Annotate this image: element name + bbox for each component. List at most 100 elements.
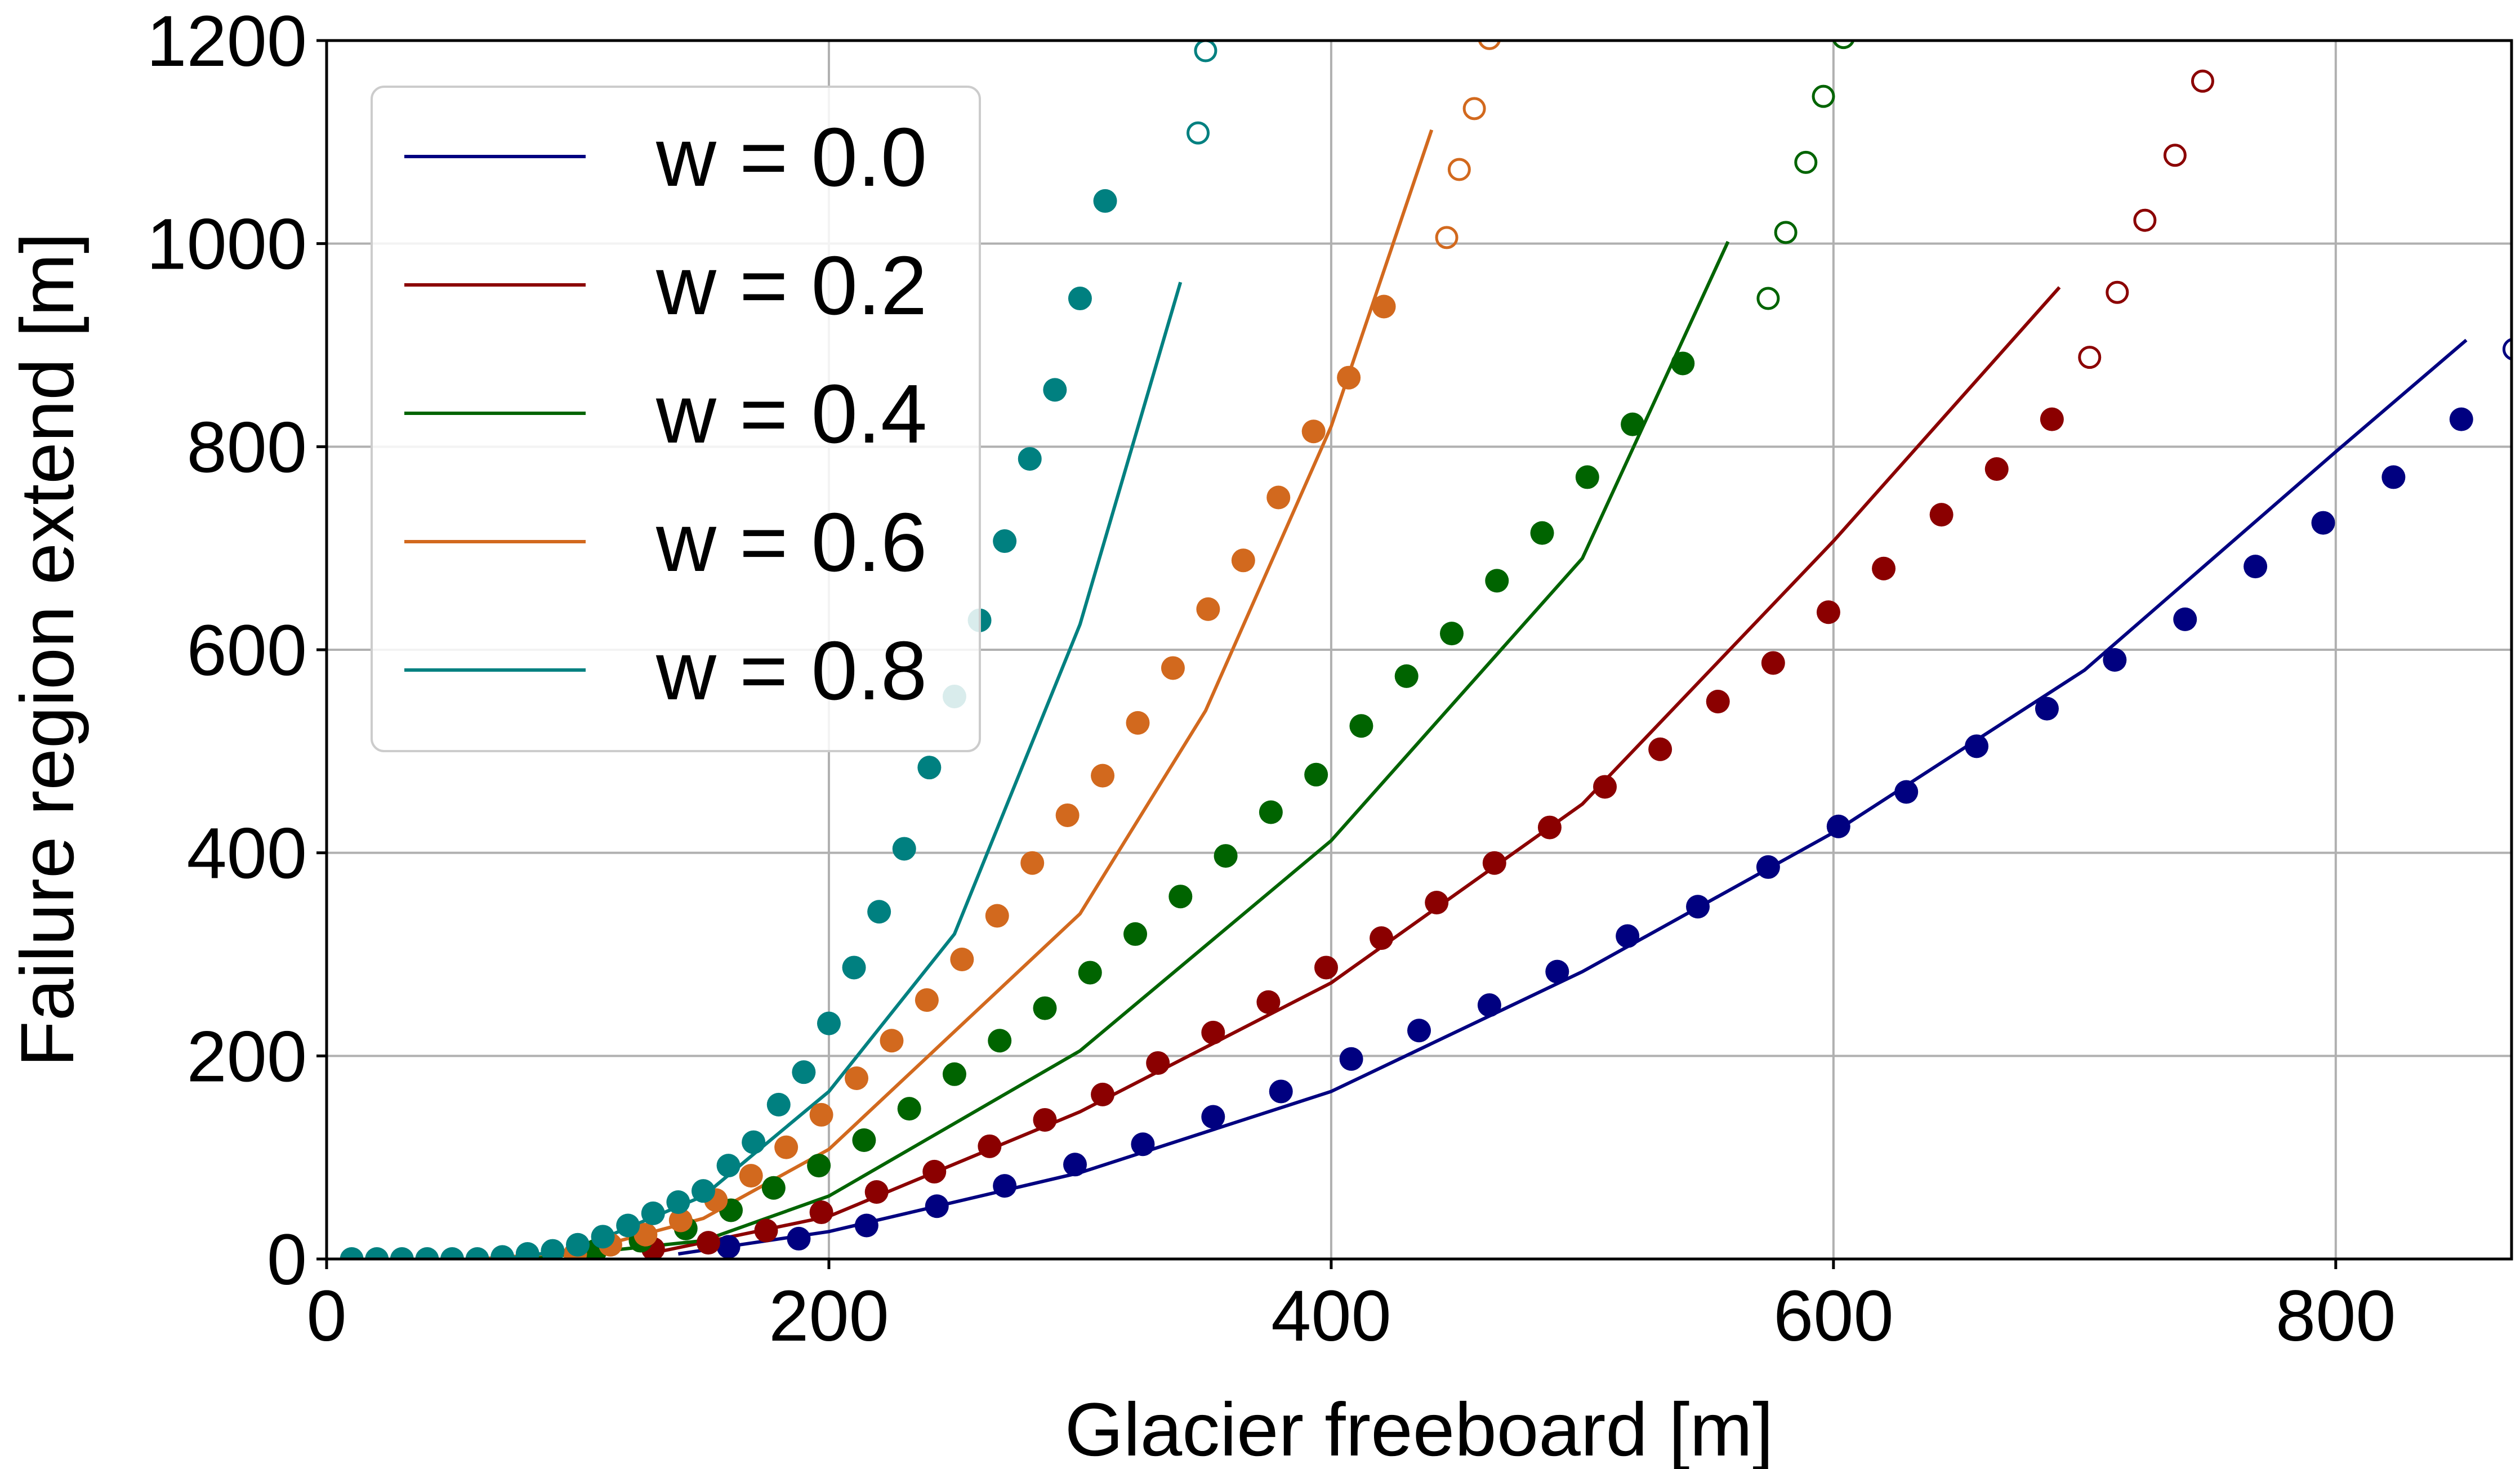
- series-3-point-22: [1337, 365, 1361, 390]
- series-4-point-23: [917, 756, 942, 780]
- series-0-point-20: [2103, 648, 2127, 672]
- series-1-point-23: [1929, 503, 1953, 527]
- series-0-point-24: [2381, 465, 2406, 489]
- series-0-point-23: [2311, 511, 2335, 535]
- series-4-point-18: [792, 1060, 816, 1084]
- series-2-point-10: [1033, 996, 1057, 1020]
- y-tick-label-2: 400: [186, 814, 307, 894]
- series-0-point-6: [1131, 1132, 1155, 1157]
- series-4-point-13: [666, 1190, 690, 1215]
- series-4-point-6: [490, 1245, 515, 1259]
- series-2-open-point-1: [1774, 221, 1798, 244]
- x-tick-label-4: 800: [2276, 1276, 2396, 1356]
- series-2-point-6: [852, 1128, 876, 1153]
- series-1-point-24: [1984, 457, 2009, 481]
- series-4-point-27: [1018, 446, 1042, 471]
- y-tick-label-6: 1200: [146, 1, 307, 82]
- series-3-point-17: [1161, 656, 1185, 680]
- series-2-open-point-3: [1812, 84, 1835, 108]
- series-2-point-22: [1575, 465, 1599, 489]
- series-4-point-21: [867, 900, 891, 924]
- series-0-point-10: [1407, 1019, 1431, 1043]
- series-4-open-point-0: [1187, 121, 1210, 145]
- series-1-point-10: [1201, 1020, 1225, 1044]
- series-1-point-9: [1146, 1051, 1170, 1075]
- legend-box: [371, 86, 981, 752]
- series-2-point-8: [942, 1062, 966, 1086]
- series-3-point-3: [668, 1208, 693, 1233]
- y-tick-label-1: 200: [186, 1016, 307, 1097]
- series-4-point-19: [817, 1011, 841, 1035]
- series-2-point-20: [1485, 569, 1509, 593]
- series-3-point-20: [1266, 485, 1291, 510]
- series-4-point-14: [691, 1179, 715, 1203]
- series-2-point-24: [1671, 351, 1695, 376]
- series-2-point-17: [1349, 714, 1373, 738]
- series-3-point-18: [1196, 597, 1220, 621]
- y-tick-label-0: 0: [267, 1220, 307, 1300]
- series-1-point-2: [754, 1218, 778, 1243]
- series-points: [340, 41, 2512, 1259]
- series-2-point-19: [1439, 622, 1464, 646]
- series-1-point-1: [696, 1231, 720, 1255]
- series-1-point-13: [1370, 926, 1394, 950]
- series-0-point-9: [1339, 1047, 1363, 1071]
- series-4-point-10: [591, 1225, 615, 1249]
- series-4-point-0: [340, 1247, 364, 1259]
- legend-label-4: w = 0.8: [655, 624, 927, 717]
- series-3-open-point-0: [1435, 226, 1459, 249]
- series-4-point-11: [616, 1213, 640, 1238]
- ticks: 0 200 400 600 800 0 200 400 600 800 1000 1200: [146, 1, 2396, 1356]
- series-3-point-13: [1020, 851, 1045, 875]
- series-1-point-17: [1593, 775, 1617, 799]
- series-2-point-23: [1621, 412, 1645, 436]
- series-3-open-point-1: [1447, 158, 1471, 181]
- series-0-point-4: [993, 1174, 1017, 1198]
- series-0-point-16: [1826, 814, 1850, 838]
- series-3-point-23: [1372, 294, 1396, 319]
- series-4-point-22: [892, 837, 916, 861]
- legend: w = 0.0 w = 0.2 w = 0.4 w = 0.6 w = 0.8: [371, 86, 981, 752]
- series-4-point-28: [1043, 378, 1067, 402]
- x-axis-label: Glacier freeboard [m]: [1065, 1388, 1774, 1469]
- series-1-point-8: [1091, 1082, 1115, 1106]
- series-4-point-30: [1093, 189, 1117, 213]
- series-2-point-15: [1259, 800, 1283, 824]
- series-4-point-26: [993, 529, 1017, 553]
- series-3-point-8: [845, 1066, 869, 1091]
- series-3-point-10: [915, 988, 939, 1012]
- series-3-point-16: [1126, 711, 1150, 735]
- series-1-point-16: [1537, 815, 1562, 840]
- series-0-point-22: [2244, 555, 2268, 579]
- series-4-point-20: [842, 955, 866, 980]
- series-2-point-21: [1530, 521, 1554, 545]
- series-0-point-14: [1686, 895, 1710, 919]
- series-1-point-21: [1816, 600, 1840, 624]
- series-3-point-9: [880, 1029, 904, 1053]
- series-2-point-12: [1123, 922, 1148, 946]
- series-1-point-25: [2040, 407, 2064, 431]
- series-2-point-14: [1214, 844, 1238, 868]
- series-0-point-19: [2035, 696, 2059, 721]
- series-4-point-4: [440, 1247, 464, 1259]
- series-2-point-5: [807, 1154, 831, 1178]
- series-0-point-0: [716, 1235, 741, 1259]
- y-axis-label: Failure region extend [m]: [6, 233, 90, 1067]
- series-2-open-point-4: [1832, 41, 1855, 50]
- series-4-point-15: [716, 1154, 741, 1178]
- series-0-point-8: [1269, 1079, 1293, 1104]
- series-1-open-point-4: [2191, 69, 2214, 93]
- series-0-point-18: [1965, 734, 1989, 758]
- legend-label-0: w = 0.0: [655, 111, 927, 204]
- legend-label-2: w = 0.4: [655, 368, 927, 461]
- series-4-point-5: [465, 1247, 489, 1259]
- series-1-point-14: [1425, 891, 1449, 915]
- series-3-point-19: [1231, 548, 1255, 573]
- series-1-point-5: [922, 1159, 947, 1184]
- series-4-point-29: [1068, 287, 1092, 311]
- series-3-point-15: [1091, 763, 1115, 788]
- series-4-point-12: [641, 1201, 665, 1225]
- series-3-point-2: [634, 1222, 658, 1247]
- series-3-open-point-3: [1478, 41, 1501, 50]
- series-4-point-1: [365, 1247, 389, 1259]
